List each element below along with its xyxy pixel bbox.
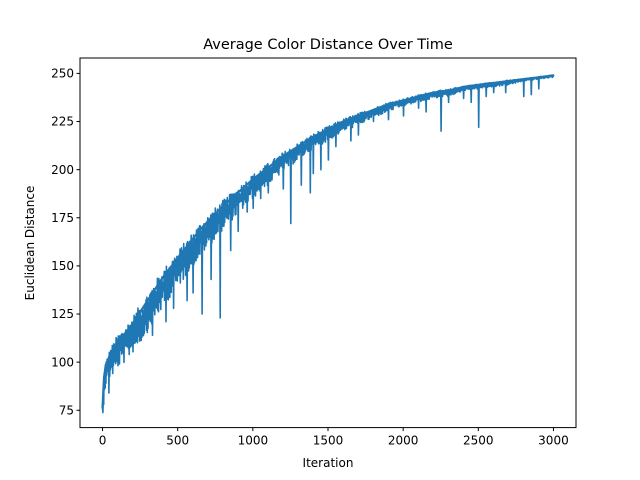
chart-title: Average Color Distance Over Time bbox=[203, 37, 453, 53]
y-axis-label: Euclidean Distance bbox=[23, 186, 37, 301]
x-tick-label: 3000 bbox=[538, 434, 569, 448]
series-trend-line bbox=[101, 74, 554, 409]
x-tick-label: 1000 bbox=[238, 434, 269, 448]
y-tick-label: 75 bbox=[59, 403, 74, 417]
y-axis: 75 100 125 150 175 200 225 250 bbox=[51, 67, 80, 417]
axes-frame bbox=[79, 57, 577, 429]
x-tick-label: 1500 bbox=[313, 434, 344, 448]
y-tick-label: 100 bbox=[51, 355, 74, 369]
series-line bbox=[101, 74, 555, 414]
y-tick-label: 200 bbox=[51, 163, 74, 177]
y-tick-label: 175 bbox=[51, 211, 74, 225]
x-tick-label: 0 bbox=[99, 434, 107, 448]
y-tick-label: 150 bbox=[51, 259, 74, 273]
x-tick-label: 2000 bbox=[388, 434, 419, 448]
y-tick-label: 225 bbox=[51, 115, 74, 129]
y-tick-label: 125 bbox=[51, 307, 74, 321]
x-tick-label: 500 bbox=[166, 434, 189, 448]
x-tick-label: 2500 bbox=[463, 434, 494, 448]
plot-area bbox=[101, 74, 555, 414]
y-tick-label: 250 bbox=[51, 67, 74, 81]
x-axis-label: Iteration bbox=[303, 456, 354, 470]
x-axis: 0 500 1000 1500 2000 2500 3000 bbox=[99, 427, 569, 448]
